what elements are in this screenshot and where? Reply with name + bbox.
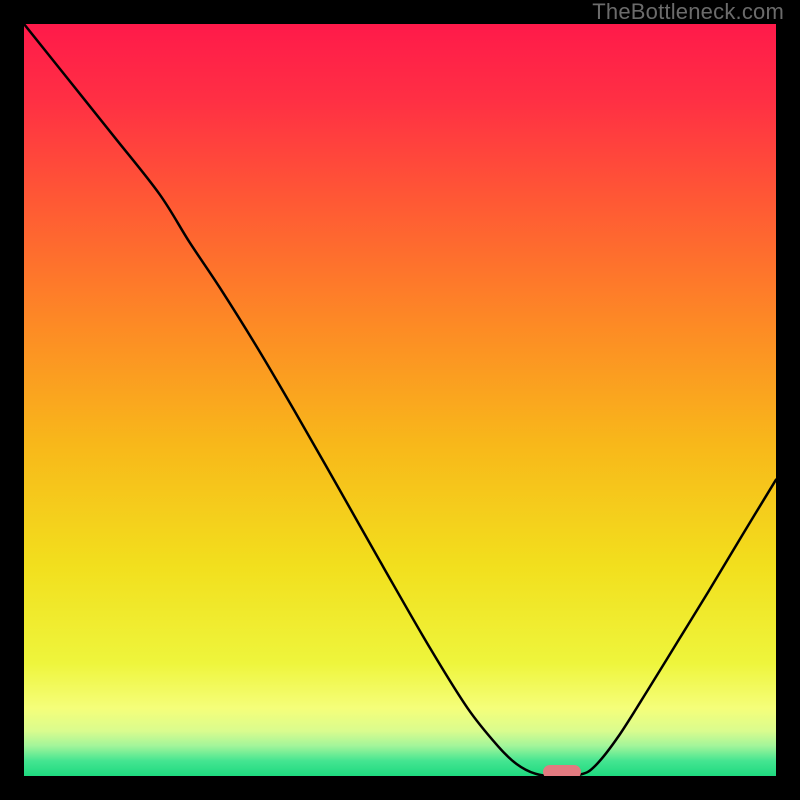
- bottleneck-curve: [24, 24, 776, 776]
- optimal-point-marker: [543, 765, 581, 776]
- watermark-text: TheBottleneck.com: [592, 0, 784, 25]
- chart-plot-area: [24, 24, 776, 776]
